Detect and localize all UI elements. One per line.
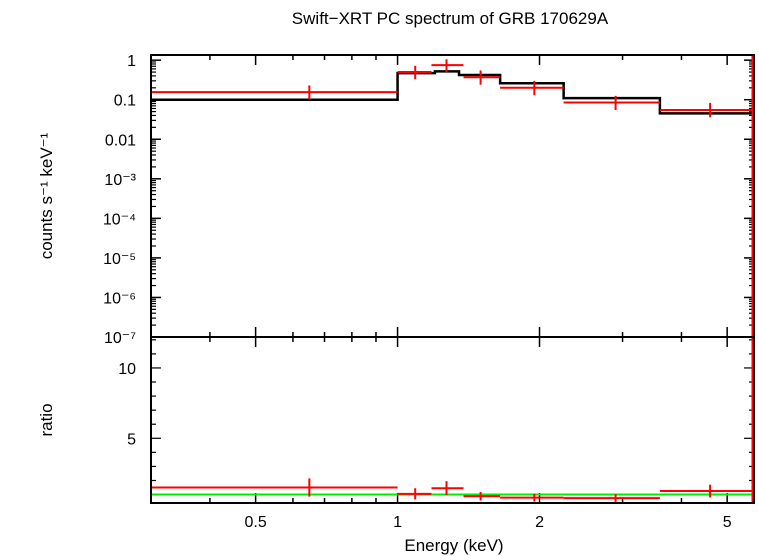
- chart-title: Swift−XRT PC spectrum of GRB 170629A: [292, 9, 609, 28]
- bottom-y-tick-label: 5: [127, 431, 136, 448]
- model-step-line: [151, 70, 754, 115]
- top-y-tick-label: 0.1: [114, 93, 136, 110]
- x-tick-label: 2: [535, 514, 544, 531]
- bottom-y-tick-label: 10: [118, 361, 136, 378]
- top-y-tick-label: 10⁻⁷: [104, 330, 136, 347]
- top-y-tick-label: 0.01: [105, 132, 136, 149]
- top-y-tick-label: 10⁻⁶: [103, 290, 136, 307]
- x-axis-title: Energy (keV): [404, 536, 503, 555]
- bottom-panel-frame: [150, 336, 755, 504]
- top-y-tick-label: 10⁻³: [104, 172, 136, 189]
- top-y-axis-title: counts s⁻¹ keV⁻¹: [37, 132, 56, 259]
- x-tick-label: 0.5: [244, 514, 266, 531]
- x-tick-label: 1: [393, 514, 402, 531]
- bottom-panel: 5 10: [118, 336, 755, 504]
- top-y-tick-label: 10⁻⁵: [103, 251, 136, 268]
- x-tick-label: 5: [723, 514, 732, 531]
- top-panel-frame: [150, 54, 755, 338]
- top-panel: 1 0.1 0.01 10⁻³ 10⁻⁴ 10⁻⁵ 10⁻⁶ 10⁻⁷: [103, 53, 755, 347]
- bottom-y-axis-title: ratio: [37, 403, 56, 436]
- top-y-tick-label: 10⁻⁴: [103, 211, 136, 228]
- top-y-tick-label: 1: [127, 53, 136, 70]
